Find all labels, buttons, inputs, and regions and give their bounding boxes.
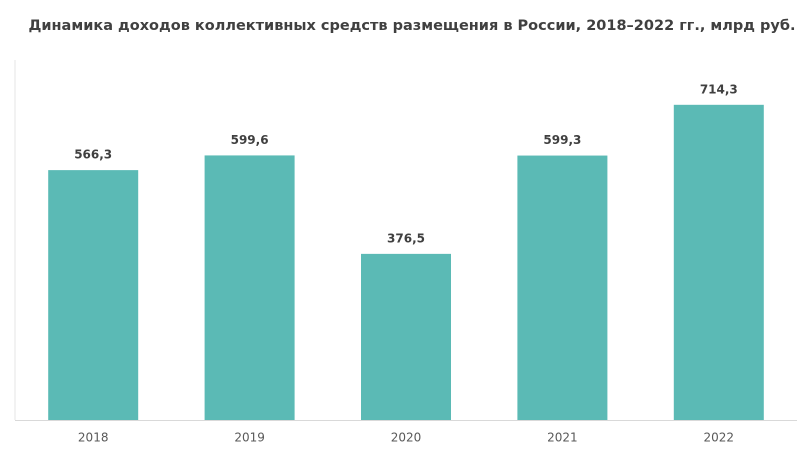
x-tick-label: 2021 [547, 431, 578, 445]
value-label: 566,3 [74, 148, 112, 162]
value-label: 599,6 [231, 133, 269, 147]
bar [673, 104, 764, 420]
chart-title: Динамика доходов коллективных средств ра… [28, 18, 795, 34]
bar [517, 155, 608, 420]
x-tick-label: 2018 [78, 431, 109, 445]
bar [204, 155, 295, 420]
x-tick-label: 2022 [704, 431, 735, 445]
bar [48, 170, 139, 420]
x-tick-label: 2019 [234, 431, 265, 445]
value-label: 714,3 [700, 82, 738, 96]
value-label: 599,3 [543, 133, 581, 147]
value-label: 376,5 [387, 231, 425, 245]
bar [361, 253, 451, 420]
x-tick-label: 2020 [391, 431, 422, 445]
